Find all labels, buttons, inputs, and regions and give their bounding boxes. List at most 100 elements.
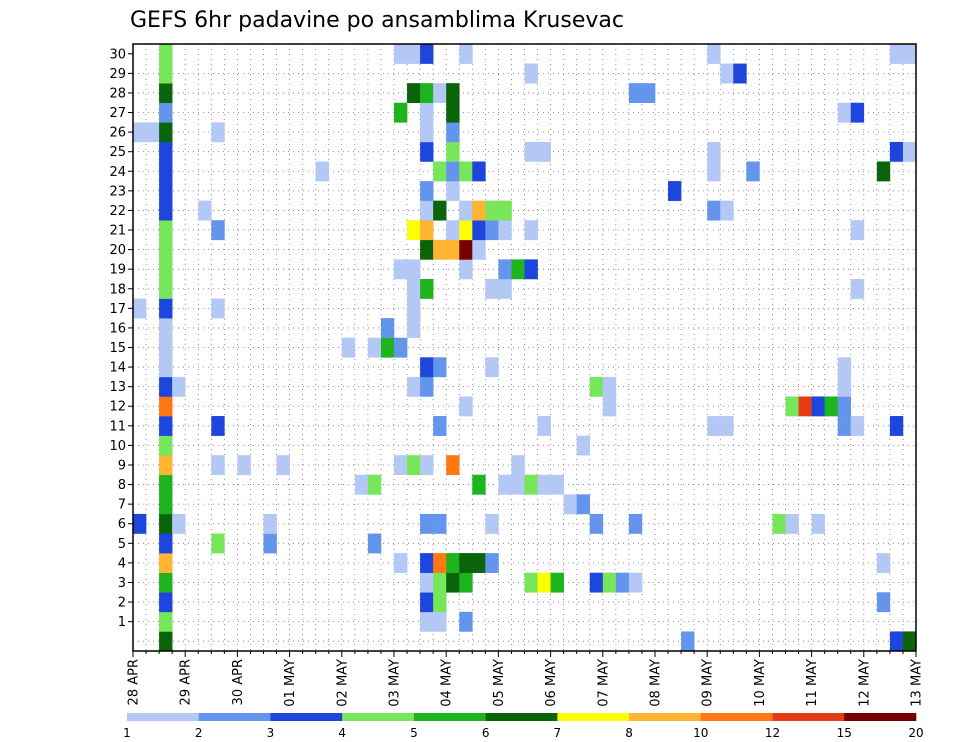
x-tick-label: 28 APR: [127, 659, 142, 705]
heatmap-cell: [420, 278, 434, 299]
heatmap-cell: [263, 513, 277, 534]
heatmap-cell: [772, 513, 786, 534]
heatmap-cell: [511, 474, 525, 495]
heatmap-cell: [159, 376, 173, 397]
x-tick-label: 02 MAY: [335, 659, 350, 707]
x-tick-label: 30 APR: [231, 659, 246, 705]
colorbar-label: 2: [195, 726, 203, 740]
heatmap-cell: [668, 181, 682, 201]
heatmap-cell: [172, 376, 186, 397]
heatmap-cell: [211, 533, 225, 554]
heatmap-cell: [681, 631, 695, 652]
heatmap-cell: [446, 122, 460, 143]
y-tick-label: 10: [109, 439, 126, 454]
y-tick-label: 1: [118, 615, 126, 630]
heatmap-cell: [159, 239, 173, 260]
heatmap-cell: [485, 200, 499, 221]
heatmap-cell: [720, 63, 734, 84]
heatmap-cell: [159, 396, 173, 417]
y-tick-label: 6: [118, 517, 126, 532]
heatmap-cell: [902, 44, 917, 64]
heatmap-cell: [420, 553, 434, 573]
heatmap-cell: [720, 200, 734, 221]
heatmap-cell: [159, 200, 173, 221]
heatmap-cell: [159, 474, 173, 495]
heatmap-cell: [394, 259, 408, 280]
heatmap-cell: [159, 494, 173, 515]
heatmap-cell: [159, 122, 173, 143]
heatmap-cell: [433, 592, 447, 613]
colorbar-label: 10: [693, 726, 708, 740]
x-tick-label: 29 APR: [179, 659, 194, 705]
heatmap-cell: [459, 396, 473, 417]
heatmap-cell: [394, 102, 408, 123]
heatmap-cell: [850, 102, 865, 123]
heatmap-cell: [707, 141, 721, 162]
heatmap-cell: [420, 83, 434, 104]
heatmap-cell: [433, 416, 447, 436]
heatmap-cell: [537, 416, 551, 436]
heatmap-cell: [589, 376, 604, 397]
heatmap-cell: [159, 220, 173, 241]
heatmap-cell: [433, 513, 447, 534]
heatmap-cell: [485, 278, 499, 299]
heatmap-cell: [615, 572, 630, 593]
heatmap-cell: [420, 181, 434, 201]
colorbar-swatch: [413, 713, 486, 721]
heatmap-cell: [524, 220, 538, 241]
heatmap-cell: [524, 141, 538, 162]
heatmap-cell: [159, 298, 173, 319]
heatmap-cell: [211, 122, 225, 143]
heatmap-cell: [159, 357, 173, 378]
colorbar-swatch: [844, 713, 917, 721]
heatmap-cell: [420, 611, 434, 632]
heatmap-cell: [837, 396, 852, 417]
x-tick-label: 03 MAY: [388, 659, 403, 707]
y-tick-label: 19: [109, 263, 126, 278]
heatmap-cell: [159, 455, 173, 476]
x-tick-label: 04 MAY: [440, 659, 455, 707]
heatmap-cell: [628, 572, 643, 593]
heatmap-cell: [524, 572, 538, 593]
heatmap-cell: [159, 102, 173, 123]
y-tick-label: 24: [109, 165, 126, 180]
heatmap-cell: [876, 592, 891, 613]
heatmap-cell: [459, 611, 473, 632]
y-tick-label: 13: [109, 380, 126, 395]
colorbar-swatch: [198, 713, 271, 721]
heatmap-cell: [550, 572, 564, 593]
x-tick-label: 05 MAY: [492, 659, 507, 707]
heatmap-cell: [707, 161, 721, 182]
heatmap-cell: [420, 455, 434, 476]
heatmap-cells: [133, 44, 917, 652]
heatmap-cell: [407, 278, 421, 299]
heatmap-cell: [498, 220, 512, 241]
heatmap-cell: [237, 455, 251, 476]
x-axis: 28 APR 29 APR 30 APR 01 MAY 02 MAY 03 MAY 04 M…: [127, 651, 925, 707]
heatmap-cell: [641, 83, 656, 104]
y-tick-label: 8: [118, 478, 126, 493]
y-tick-label: 28: [109, 86, 126, 101]
heatmap-cell: [211, 416, 225, 436]
y-tick-label: 20: [109, 243, 126, 258]
heatmap-cell: [602, 376, 617, 397]
heatmap-cell: [602, 572, 617, 593]
heatmap-cell: [446, 553, 460, 573]
heatmap-cell: [550, 474, 564, 495]
heatmap-cell: [211, 455, 225, 476]
heatmap-cell: [433, 200, 447, 221]
colorbar-label: 8: [625, 726, 633, 740]
heatmap-cell: [446, 83, 460, 104]
x-tick-label: 01 MAY: [283, 659, 298, 707]
heatmap-cell: [485, 513, 499, 534]
heatmap-cell: [394, 553, 408, 573]
heatmap-cell: [537, 572, 551, 593]
heatmap-cell: [850, 278, 865, 299]
colorbar-label: 15: [837, 726, 852, 740]
heatmap-cell: [407, 318, 421, 339]
heatmap-cell: [433, 357, 447, 378]
heatmap-cell: [354, 474, 369, 495]
heatmap-cell: [511, 455, 525, 476]
heatmap-cell: [472, 220, 486, 241]
heatmap-cell: [159, 631, 173, 652]
